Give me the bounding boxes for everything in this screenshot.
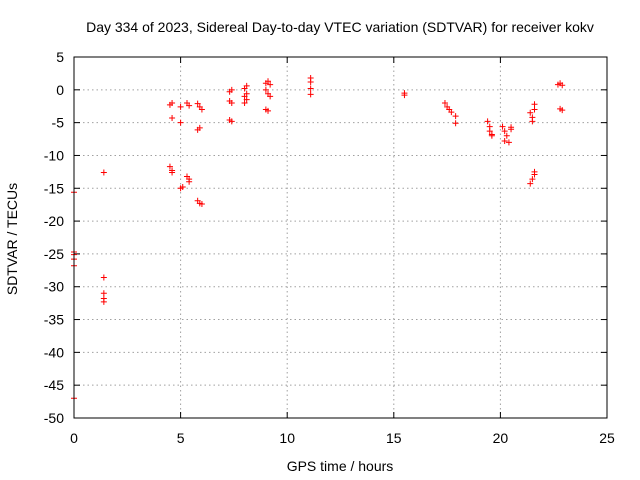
data-point	[241, 99, 248, 106]
data-point	[527, 180, 534, 187]
data-point	[501, 138, 508, 145]
data-point	[265, 107, 272, 114]
y-tick-label: -10	[44, 147, 64, 163]
grid-lines	[74, 57, 607, 418]
data-point	[307, 78, 314, 85]
data-points	[71, 75, 566, 402]
data-point	[169, 115, 176, 122]
data-point	[559, 107, 566, 114]
data-point	[503, 132, 510, 139]
y-tick-label: -50	[44, 410, 64, 426]
data-point	[265, 78, 272, 85]
x-tick-label: 5	[177, 430, 185, 446]
data-point	[166, 163, 173, 170]
data-point	[198, 201, 205, 208]
y-tick-labels: 5 0 -5 -10 -15 -20 -25 -30 -35 -40 -45 -50	[44, 49, 64, 426]
x-axis-label: GPS time / hours	[287, 458, 394, 474]
data-point	[100, 169, 107, 176]
data-point	[262, 86, 269, 93]
data-point	[100, 298, 107, 305]
data-point	[198, 106, 205, 113]
data-point	[243, 90, 250, 97]
y-tick-label: 5	[56, 49, 64, 65]
data-point	[488, 132, 495, 139]
data-point	[527, 109, 534, 116]
data-point	[307, 91, 314, 98]
data-point	[531, 168, 538, 175]
data-point	[169, 99, 176, 106]
plot-frame	[73, 56, 608, 419]
data-point	[267, 93, 274, 100]
x-tick-label: 10	[279, 430, 295, 446]
data-point	[484, 118, 491, 125]
y-tick-label: -20	[44, 213, 64, 229]
data-point	[501, 128, 508, 135]
data-point	[448, 109, 455, 116]
data-point	[508, 124, 515, 131]
y-tick-label: -15	[44, 180, 64, 196]
data-point	[531, 106, 538, 113]
data-point	[177, 103, 184, 110]
data-point	[531, 101, 538, 108]
data-point	[529, 118, 536, 125]
y-tick-label: -40	[44, 344, 64, 360]
y-tick-label: -25	[44, 246, 64, 262]
data-point	[100, 290, 107, 297]
data-point	[307, 85, 314, 92]
data-point	[267, 81, 274, 88]
data-point	[505, 139, 512, 146]
x-tick-label: 20	[493, 430, 509, 446]
y-tick-label: -5	[52, 115, 65, 131]
y-tick-label: -45	[44, 377, 64, 393]
data-point	[529, 176, 536, 183]
data-point	[228, 118, 235, 125]
chart-title: Day 334 of 2023, Sidereal Day-to-day VTE…	[86, 19, 594, 35]
x-tick-label: 0	[70, 430, 78, 446]
data-point	[401, 92, 408, 99]
y-tick-label: -30	[44, 279, 64, 295]
data-point	[194, 100, 201, 107]
data-point	[243, 82, 250, 89]
y-tick-label: 0	[56, 82, 64, 98]
data-point	[177, 119, 184, 126]
axis-ticks	[73, 56, 608, 419]
x-tick-labels: 0 5 10 15 20 25	[70, 430, 615, 446]
data-point	[228, 99, 235, 106]
data-point	[486, 128, 493, 135]
data-point	[499, 123, 506, 130]
data-point	[452, 120, 459, 127]
data-point	[452, 113, 459, 120]
data-point	[169, 169, 176, 176]
y-tick-label: -35	[44, 312, 64, 328]
data-point	[100, 274, 107, 281]
data-point	[186, 178, 193, 185]
data-point	[441, 99, 448, 106]
x-tick-label: 15	[386, 430, 402, 446]
data-point	[228, 86, 235, 93]
data-point	[559, 82, 566, 89]
data-point	[186, 102, 193, 109]
x-tick-label: 25	[599, 430, 615, 446]
data-point	[179, 183, 186, 190]
data-point	[243, 96, 250, 103]
y-axis-label: SDTVAR / TECUs	[4, 183, 20, 295]
data-point	[196, 124, 203, 131]
